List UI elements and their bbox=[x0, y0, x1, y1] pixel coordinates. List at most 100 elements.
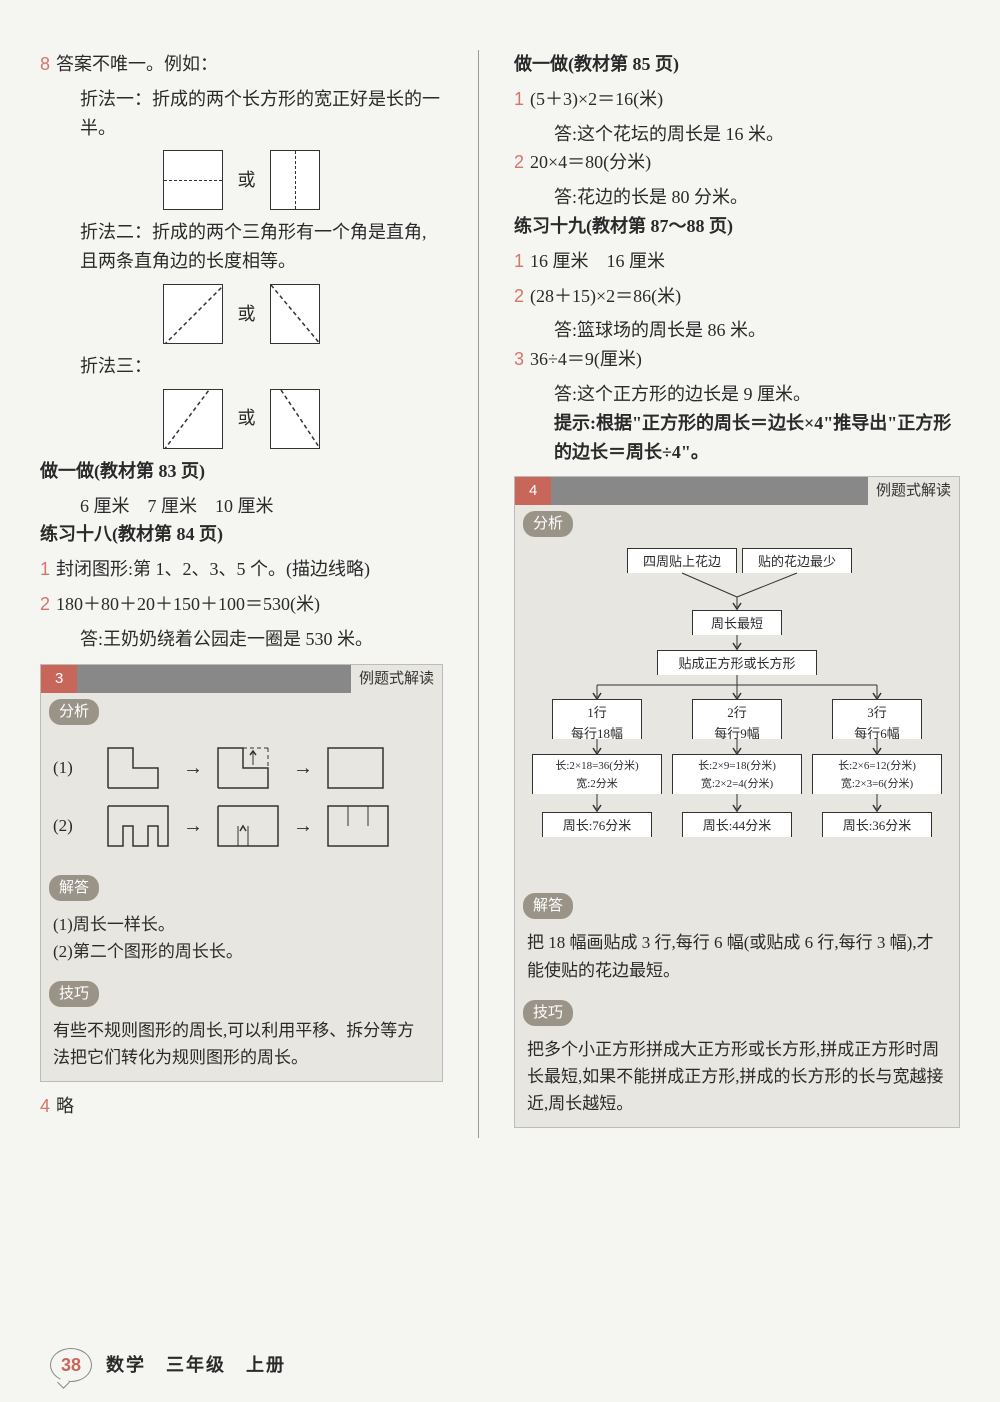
do85-q1-eq: (5＋3)×2＝16(米) bbox=[530, 89, 663, 109]
q4: 4略 bbox=[40, 1092, 443, 1121]
flow-d1: 长:2×18=36(分米)宽:2分米 bbox=[532, 754, 662, 794]
flow-c1: 1行每行18幅 bbox=[552, 699, 642, 739]
page-footer: 38 数学 三年级 上册 bbox=[50, 1348, 286, 1382]
example3-title: 例题式解读 bbox=[351, 665, 442, 693]
jiqiao-badge: 技巧 bbox=[49, 981, 99, 1007]
q8-method3: 折法三： bbox=[40, 352, 443, 381]
ex19-q3-eq: 36÷4＝9(厘米) bbox=[530, 349, 642, 369]
example-box-4: 4 例题式解读 分析 四周贴上花边 贴的花边最少 周长最短 贴成正方形或长方形 bbox=[514, 476, 960, 1128]
square-v-fold bbox=[270, 150, 320, 210]
q8-method2: 折法二：折成的两个三角形有一个角是直角,且两条直角边的长度相等。 bbox=[40, 218, 443, 276]
flowchart: 四周贴上花边 贴的花边最少 周长最短 贴成正方形或长方形 1行每行18幅 2行每 bbox=[527, 547, 947, 877]
fenxi-badge-2: 分析 bbox=[523, 511, 573, 537]
square-partial1 bbox=[163, 389, 223, 449]
example-box-3: 3 例题式解读 分析 (1) → → (2) → → bbox=[40, 664, 443, 1083]
q8-num: 8 bbox=[40, 54, 50, 74]
do85-q1: 1 (5＋3)×2＝16(米) bbox=[514, 85, 960, 114]
ex18-q2-num: 2 bbox=[40, 594, 50, 614]
do85-q1-ans: 答:这个花坛的周长是 16 米。 bbox=[514, 120, 960, 149]
do85-q1-num: 1 bbox=[514, 89, 524, 109]
example3-body: (1) → → (2) → → bbox=[41, 729, 442, 869]
q8-diagram3: 或 bbox=[40, 389, 443, 449]
left-column: 8 答案不唯一。例如： 折法一：折成的两个长方形的宽正好是长的一半。 或 折法二：… bbox=[40, 50, 443, 1138]
do85-q2-ans: 答:花边的长是 80 分米。 bbox=[514, 183, 960, 212]
flow-p3: 周长:36分米 bbox=[822, 812, 932, 837]
flow-top1: 四周贴上花边 bbox=[627, 548, 737, 573]
ex18-q2-ans: 答:王奶奶绕着公园走一圈是 530 米。 bbox=[40, 625, 443, 654]
flow-d2: 长:2×9=18(分米)宽:2×2=4(分米) bbox=[672, 754, 802, 794]
flow-c2: 2行每行9幅 bbox=[692, 699, 782, 739]
square-diag2 bbox=[270, 284, 320, 344]
shape-row-1: (1) → → bbox=[53, 743, 430, 793]
footer-text: 数学 三年级 上册 bbox=[106, 1351, 286, 1380]
right-column: 做一做(教材第 85 页) 1 (5＋3)×2＝16(米) 答:这个花坛的周长是 … bbox=[514, 50, 960, 1138]
example4-header: 4 例题式解读 bbox=[515, 477, 959, 505]
arrow-icon-4: → bbox=[293, 810, 313, 842]
ex18-q1-num: 1 bbox=[40, 559, 50, 579]
or-text: 或 bbox=[238, 166, 256, 195]
do83-title: 做一做(教材第 83 页) bbox=[40, 457, 443, 486]
q8-diagram1: 或 bbox=[40, 150, 443, 210]
flow-c3: 3行每行6幅 bbox=[832, 699, 922, 739]
flow-top2: 贴的花边最少 bbox=[742, 548, 852, 573]
do85-q2: 2 20×4＝80(分米) bbox=[514, 148, 960, 177]
ex18-q1-text: 封闭图形:第 1、2、3、5 个。(描边线略) bbox=[56, 559, 370, 579]
ex19-q2: 2(28＋15)×2＝86(米) bbox=[514, 282, 960, 311]
example3-tip: 有些不规则图形的周长,可以利用平移、拆分等方法把它们转化为规则图形的周长。 bbox=[41, 1011, 442, 1081]
page: 8 答案不唯一。例如： 折法一：折成的两个长方形的宽正好是长的一半。 或 折法二：… bbox=[0, 0, 1000, 1158]
column-divider bbox=[478, 50, 479, 1138]
ex19-q2-num: 2 bbox=[514, 286, 524, 306]
ex18-q2: 2 180＋80＋20＋150＋100＝530(米) bbox=[40, 590, 443, 619]
q4-text: 略 bbox=[56, 1096, 74, 1116]
jieda-badge-2: 解答 bbox=[523, 893, 573, 919]
q8-method1: 折法一：折成的两个长方形的宽正好是长的一半。 bbox=[40, 85, 443, 143]
q8-diagram2: 或 bbox=[40, 284, 443, 344]
do85-q2-num: 2 bbox=[514, 152, 524, 172]
row2-label: (2) bbox=[53, 812, 93, 839]
q8-intro: 答案不唯一。例如： bbox=[56, 54, 218, 74]
example4-title: 例题式解读 bbox=[868, 477, 959, 505]
or-text-3: 或 bbox=[238, 404, 256, 433]
shape-2b bbox=[213, 801, 283, 851]
ex18-q1: 1 封闭图形:第 1、2、3、5 个。(描边线略) bbox=[40, 555, 443, 584]
square-h-fold bbox=[163, 150, 223, 210]
ans2: (2)第二个图形的周长长。 bbox=[53, 938, 430, 965]
example4-flow: 四周贴上花边 贴的花边最少 周长最短 贴成正方形或长方形 1行每行18幅 2行每 bbox=[515, 541, 959, 887]
example4-tip: 把多个小正方形拼成大正方形或长方形,拼成正方形时周长最短,如果不能拼成正方形,拼… bbox=[515, 1030, 959, 1128]
ans1: (1)周长一样长。 bbox=[53, 911, 430, 938]
flow-p1: 周长:76分米 bbox=[542, 812, 652, 837]
do85-title: 做一做(教材第 85 页) bbox=[514, 50, 960, 79]
do85-q2-eq: 20×4＝80(分米) bbox=[530, 152, 651, 172]
ex18-title: 练习十八(教材第 84 页) bbox=[40, 520, 443, 549]
ex19-q3-num: 3 bbox=[514, 349, 524, 369]
ex19-q3-ans: 答:这个正方形的边长是 9 厘米。 bbox=[514, 380, 960, 409]
jiqiao-badge-2: 技巧 bbox=[523, 1000, 573, 1026]
shape-2a bbox=[103, 801, 173, 851]
shape-1a bbox=[103, 743, 173, 793]
fenxi-badge: 分析 bbox=[49, 699, 99, 725]
ex19-q3-hint: 提示:根据"正方形的周长＝边长×4"推导出"正方形的边长＝周长÷4"。 bbox=[514, 409, 960, 467]
shape-1b bbox=[213, 743, 283, 793]
page-number: 38 bbox=[50, 1348, 92, 1382]
q4-num: 4 bbox=[40, 1096, 50, 1116]
example3-tag: 3 bbox=[41, 665, 77, 693]
ex19-q2-ans: 答:篮球场的周长是 86 米。 bbox=[514, 316, 960, 345]
or-text-2: 或 bbox=[238, 300, 256, 329]
shape-row-2: (2) → → bbox=[53, 801, 430, 851]
shape-2c bbox=[323, 801, 393, 851]
square-diag1 bbox=[163, 284, 223, 344]
ex19-q1: 1 16 厘米 16 厘米 bbox=[514, 247, 960, 276]
jieda-badge: 解答 bbox=[49, 875, 99, 901]
ex19-q1-text: 16 厘米 16 厘米 bbox=[530, 251, 665, 271]
ex19-title: 练习十九(教材第 87～88 页) bbox=[514, 212, 960, 241]
ex18-q2-eq: 180＋80＋20＋150＋100＝530(米) bbox=[56, 594, 320, 614]
shape-1c bbox=[323, 743, 393, 793]
example4-ans: 把 18 幅画贴成 3 行,每行 6 幅(或贴成 6 行,每行 3 幅),才能使… bbox=[515, 923, 959, 993]
arrow-icon-2: → bbox=[293, 752, 313, 784]
do83-line: 6 厘米 7 厘米 10 厘米 bbox=[40, 492, 443, 521]
example3-answers: (1)周长一样长。 (2)第二个图形的周长长。 bbox=[41, 905, 442, 975]
q8: 8 答案不唯一。例如： bbox=[40, 50, 443, 79]
square-partial2 bbox=[270, 389, 320, 449]
ex19-q1-num: 1 bbox=[514, 251, 524, 271]
arrow-icon-3: → bbox=[183, 810, 203, 842]
